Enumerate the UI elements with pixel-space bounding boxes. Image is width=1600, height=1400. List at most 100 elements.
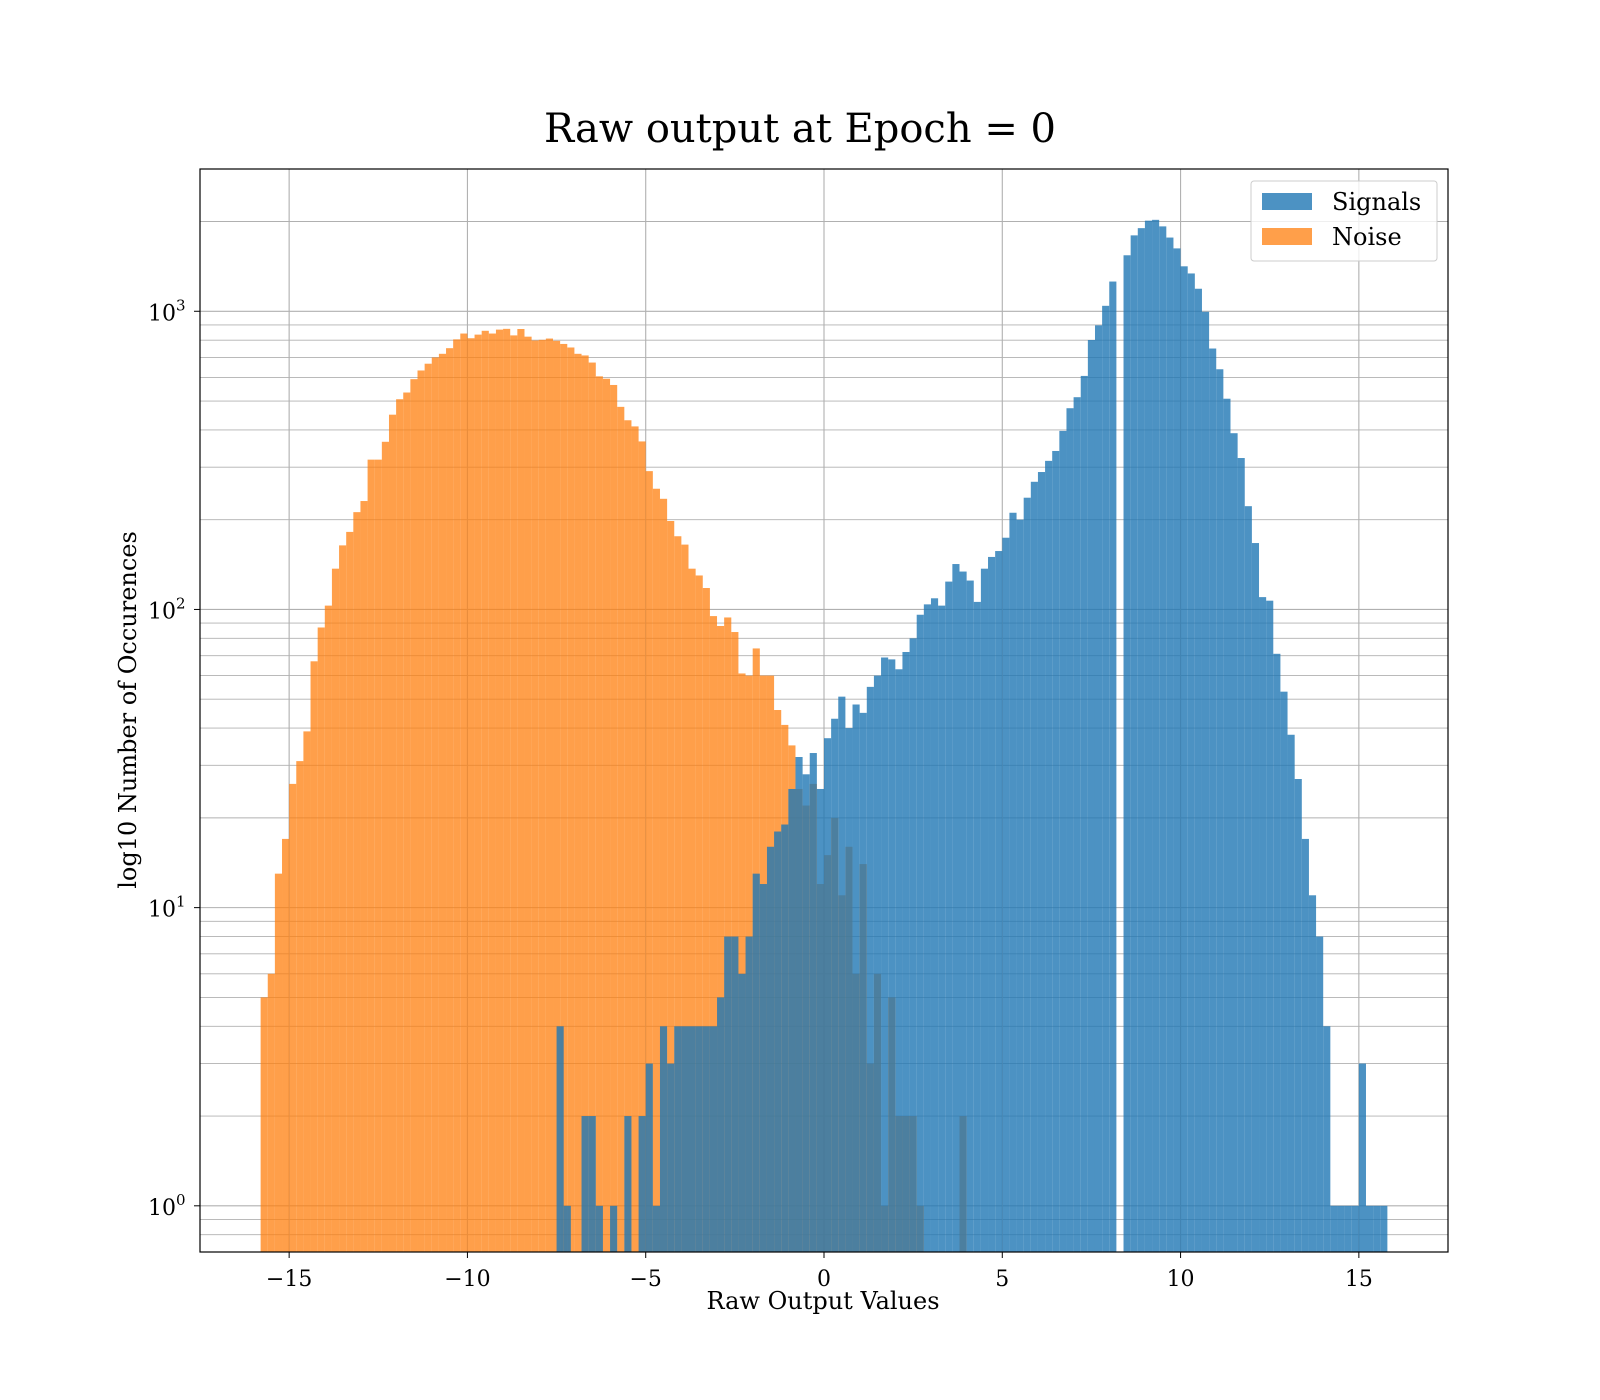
noise-bar	[738, 673, 746, 1252]
signal-bar	[1358, 1063, 1366, 1252]
noise-bar	[588, 362, 596, 1252]
noise-bar	[595, 376, 603, 1252]
signal-bar	[1016, 519, 1024, 1252]
noise-bar	[303, 731, 311, 1252]
signal-bar	[752, 873, 760, 1252]
x-tick-label: 0	[817, 1267, 831, 1292]
noise-bar	[317, 627, 325, 1252]
signal-bar	[1187, 273, 1195, 1252]
x-axis-label: Raw Output Values	[706, 1287, 939, 1315]
signal-bar	[1180, 266, 1188, 1252]
noise-bar	[374, 459, 382, 1252]
signal-bar	[781, 824, 789, 1252]
signal-bar	[873, 675, 882, 1252]
noise-bar	[702, 588, 710, 1252]
signal-bar	[1023, 497, 1031, 1253]
signal-bar	[667, 1063, 675, 1252]
signal-bar	[766, 846, 775, 1252]
signal-bar	[866, 686, 874, 1252]
signal-bar	[638, 1116, 646, 1252]
noise-bar	[709, 616, 718, 1252]
signal-bar	[1351, 1205, 1359, 1252]
signal-bar	[1159, 226, 1167, 1252]
signal-bar	[888, 659, 896, 1252]
signal-bar	[652, 1205, 660, 1252]
noise-bar	[481, 330, 489, 1252]
signal-bar	[645, 1063, 653, 1252]
noise-bar	[417, 370, 425, 1252]
noise-bar	[381, 441, 389, 1252]
noise-bar	[274, 873, 283, 1252]
y-tick-label: 100	[148, 1191, 186, 1221]
signal-bar	[1337, 1205, 1345, 1252]
noise-bar	[531, 340, 539, 1252]
signal-bar	[1251, 543, 1260, 1252]
x-tick-label: −10	[444, 1267, 490, 1292]
signal-bar	[745, 936, 753, 1252]
legend-label-signals: Signals	[1332, 188, 1421, 216]
signal-bar	[831, 718, 839, 1252]
signal-bar	[681, 1026, 689, 1252]
noise-bar	[346, 531, 354, 1252]
noise-bar	[553, 340, 561, 1252]
noise-bar	[617, 406, 625, 1252]
signal-bar	[1059, 430, 1067, 1252]
noise-bar	[631, 426, 639, 1252]
noise-bar	[638, 441, 646, 1252]
signal-bar	[838, 696, 846, 1252]
noise-bar	[360, 501, 368, 1252]
signal-bar	[1130, 235, 1138, 1253]
signal-bar	[1259, 597, 1267, 1252]
signal-bar	[1144, 220, 1153, 1253]
signal-bar	[1330, 1205, 1338, 1252]
signal-bar	[1323, 1026, 1331, 1252]
signal-bar	[952, 564, 960, 1252]
signal-bar	[1237, 458, 1245, 1252]
noise-bar	[282, 838, 290, 1252]
y-axis-label: log10 Number of Occurences	[114, 531, 142, 889]
noise-bar	[581, 355, 589, 1252]
signal-bar	[695, 1026, 703, 1252]
noise-bar	[324, 605, 332, 1252]
noise-bar	[538, 339, 546, 1253]
noise-bar	[610, 384, 618, 1252]
signal-bar	[595, 1205, 603, 1252]
noise-bar	[510, 335, 518, 1252]
noise-bar	[289, 783, 297, 1252]
x-tick-label: −15	[266, 1267, 312, 1292]
signal-bar	[859, 712, 867, 1252]
legend-label-noise: Noise	[1332, 223, 1402, 251]
signal-bar	[1166, 237, 1174, 1252]
signal-bar	[724, 936, 732, 1252]
noise-bar	[674, 536, 682, 1252]
noise-bar	[624, 420, 632, 1252]
signal-bar	[1123, 255, 1131, 1252]
signal-bar	[774, 831, 782, 1252]
legend-swatch-signals	[1262, 193, 1312, 210]
legend: Signals Noise	[1250, 180, 1438, 262]
signal-bar	[1301, 838, 1309, 1252]
signal-bar	[1037, 472, 1046, 1252]
noise-bar	[681, 544, 689, 1252]
signal-bar	[1294, 779, 1302, 1252]
signal-bar	[1244, 506, 1252, 1252]
signal-bar	[1073, 397, 1081, 1252]
signal-bar	[563, 1205, 571, 1252]
signal-bar	[1280, 691, 1288, 1252]
signal-bar	[1173, 248, 1181, 1252]
signal-bar	[945, 581, 953, 1252]
signal-bar	[702, 1026, 710, 1252]
signal-bar	[980, 568, 989, 1252]
noise-bar	[339, 545, 347, 1252]
noise-bar	[403, 392, 411, 1252]
signal-bar	[1266, 600, 1274, 1252]
noise-bar	[453, 339, 461, 1253]
noise-bar	[367, 459, 375, 1252]
y-tick-label: 101	[148, 893, 186, 923]
chart-title: Raw output at Epoch = 0	[544, 106, 1056, 152]
noise-bar	[474, 334, 482, 1252]
signal-bar	[966, 580, 974, 1252]
noise-bar	[503, 328, 511, 1252]
signal-bar	[1308, 895, 1317, 1252]
signal-bar	[1066, 408, 1074, 1253]
